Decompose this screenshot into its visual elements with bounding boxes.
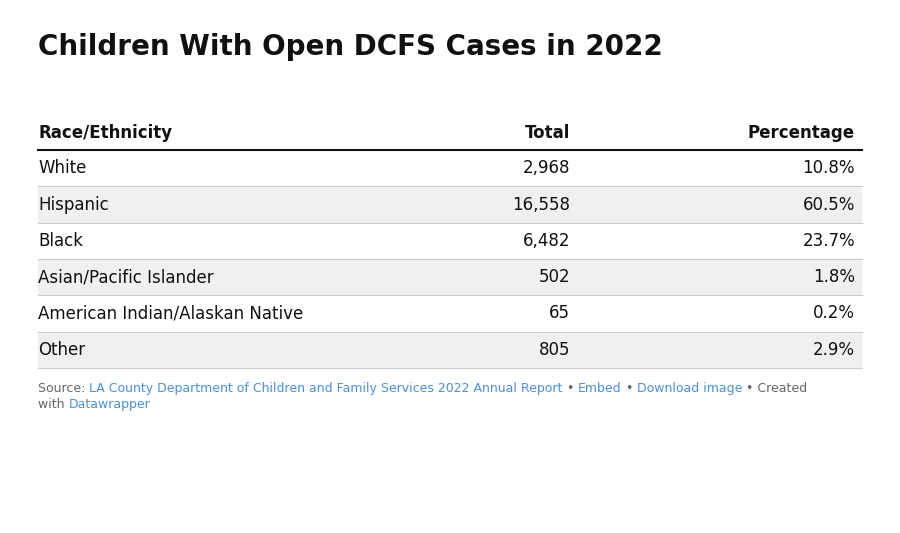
Text: 23.7%: 23.7% [803,232,855,250]
Text: Children With Open DCFS Cases in 2022: Children With Open DCFS Cases in 2022 [38,33,662,61]
Text: 2,968: 2,968 [523,159,570,177]
Text: 805: 805 [538,341,570,359]
Text: American Indian/Alaskan Native: American Indian/Alaskan Native [38,304,303,322]
Text: 0.2%: 0.2% [813,304,855,322]
Text: Download image: Download image [637,382,742,395]
Text: with: with [38,398,68,411]
Text: 2.9%: 2.9% [813,341,855,359]
Text: •: • [562,382,578,395]
Text: Embed: Embed [578,382,622,395]
Text: Hispanic: Hispanic [38,196,109,214]
Text: Total: Total [525,124,570,141]
Text: 1.8%: 1.8% [813,268,855,286]
Text: Race/Ethnicity: Race/Ethnicity [38,124,172,141]
Text: 65: 65 [549,304,570,322]
Text: Asian/Pacific Islander: Asian/Pacific Islander [38,268,213,286]
Text: • Created: • Created [742,382,807,395]
Text: Other: Other [38,341,86,359]
Text: 16,558: 16,558 [512,196,570,214]
Text: 6,482: 6,482 [523,232,570,250]
Text: LA County Department of Children and Family Services 2022 Annual Report: LA County Department of Children and Fam… [89,382,562,395]
Bar [38,187,862,223]
Text: •: • [622,382,637,395]
Bar [38,259,862,295]
Text: 60.5%: 60.5% [803,196,855,214]
Text: Percentage: Percentage [748,124,855,141]
Text: Black: Black [38,232,83,250]
Text: 502: 502 [538,268,570,286]
Text: Datawrapper: Datawrapper [68,398,150,411]
Text: White: White [38,159,86,177]
Text: Source:: Source: [38,382,89,395]
Bar [38,332,862,368]
Text: 10.8%: 10.8% [803,159,855,177]
